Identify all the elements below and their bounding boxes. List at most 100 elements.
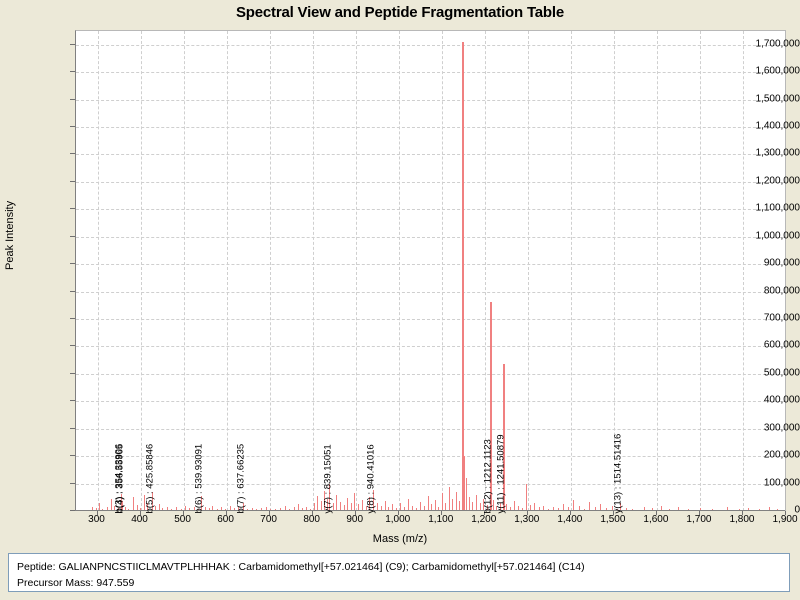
y-axis-tick-mark	[70, 43, 75, 45]
y-axis-tick-mark	[70, 180, 75, 182]
spectrum-peak	[298, 504, 300, 511]
x-axis-tick-label: 1,300	[514, 514, 540, 525]
spectrum-peak	[265, 507, 267, 511]
spectrum-peak	[185, 505, 187, 511]
spectrum-peak	[404, 506, 406, 511]
spectrum-peak	[427, 495, 429, 511]
y-axis-tick-label: 1,000,000	[755, 230, 800, 242]
x-axis-tick-mark	[785, 511, 786, 515]
spectrum-peak	[294, 507, 296, 511]
x-axis-tick-label: 600	[217, 514, 234, 525]
spectrum-peak	[317, 495, 319, 511]
spectrum-peak	[510, 507, 512, 511]
x-axis-label: Mass (m/z)	[372, 533, 428, 545]
spectrum-peak	[204, 506, 206, 511]
spectrum-peak	[376, 502, 378, 511]
gridline-vertical	[527, 31, 529, 511]
y-axis-tick-mark	[70, 345, 75, 347]
spectrum-peak	[548, 508, 550, 511]
x-axis-tick-label: 1,900	[772, 514, 798, 525]
spectrum-peak	[125, 506, 127, 511]
spectrum-peak	[578, 506, 580, 511]
gridline-vertical	[398, 31, 400, 511]
x-axis-tick-mark	[440, 511, 442, 515]
x-axis-tick-mark	[139, 511, 141, 515]
gridline-horizontal	[76, 181, 786, 183]
y-axis-tick-label: 700,000	[763, 312, 800, 324]
spectrum-peak	[486, 504, 488, 511]
gridline-horizontal	[76, 209, 786, 211]
spectrum-peak	[448, 486, 450, 511]
spectrum-peak	[644, 506, 645, 511]
y-axis-tick-label: 1,100,000	[755, 202, 800, 214]
spectrum-peak	[369, 496, 371, 511]
x-axis-tick-mark	[698, 511, 700, 515]
spectrum-peak	[668, 508, 670, 511]
spectrum-peak	[289, 508, 290, 511]
y-axis-label: Peak Intensity	[4, 200, 16, 270]
spectrum-peak	[212, 505, 214, 511]
spectrum-peak	[189, 508, 191, 511]
gridline-horizontal	[76, 127, 786, 128]
spectrum-peak	[619, 502, 621, 511]
gridline-vertical	[613, 31, 615, 511]
spectrum-peak	[420, 501, 422, 511]
spectrum-peak	[229, 506, 231, 511]
gridline-horizontal	[76, 99, 786, 101]
x-axis-tick-mark	[311, 511, 313, 515]
spectrum-peak	[726, 507, 728, 511]
gridline-horizontal	[76, 456, 786, 458]
y-axis-tick-mark	[70, 400, 75, 402]
spectrum-peak	[568, 507, 570, 511]
gridline-vertical	[699, 31, 701, 511]
spectrum-peak	[483, 498, 485, 511]
gridline-vertical	[484, 31, 486, 511]
spectrum-peak	[117, 507, 119, 511]
spectrum-peak	[588, 502, 590, 511]
peak-annotation: b(6) : 539.93091	[193, 443, 205, 514]
x-axis-tick-label: 1,200	[471, 514, 497, 525]
spectrum-peak	[279, 507, 281, 511]
spectrum-peak	[502, 364, 505, 511]
spectrum-peak	[162, 507, 164, 511]
spectrum-peak	[270, 508, 272, 511]
y-axis-tick-mark	[70, 153, 75, 155]
spectrum-peak	[193, 507, 195, 511]
spectrum-peak	[388, 507, 390, 511]
y-axis-tick-label: 500,000	[763, 367, 800, 379]
spectrum-peak	[392, 503, 394, 511]
x-axis-tick-label: 1,000	[385, 514, 411, 525]
spectrum-peak	[128, 508, 130, 511]
gridline-vertical	[742, 31, 744, 511]
gridline-vertical	[183, 31, 185, 511]
y-axis-tick-mark	[70, 372, 75, 374]
spectrum-peak	[424, 506, 426, 511]
spectrum-peak	[499, 502, 501, 511]
x-axis-tick-label: 700	[260, 514, 277, 525]
spectrum-peak	[526, 483, 528, 511]
spectrum-peak	[238, 507, 240, 511]
gridline-horizontal	[76, 346, 786, 348]
spectrum-peak	[496, 506, 498, 511]
x-axis-tick-label: 1,400	[557, 514, 583, 525]
y-axis-tick-label: 1,600,000	[755, 65, 800, 77]
y-axis-tick-mark	[70, 482, 75, 484]
spectrum-peak	[384, 500, 386, 511]
x-axis-tick-mark	[569, 511, 571, 515]
spectrum-peak	[151, 491, 153, 511]
peak-annotation: b(12) : 1212.1123	[482, 439, 494, 514]
spectrum-peak	[431, 504, 433, 511]
y-axis-tick-label: 800,000	[763, 285, 800, 297]
x-axis-tick-label: 1,700	[686, 514, 712, 525]
spectrum-peak	[140, 507, 142, 511]
spectrum-peak	[256, 508, 258, 511]
y-axis-tick-mark	[70, 208, 75, 210]
peptide-info-panel: Peptide: GALIANPNCSTIICLMAVTPLHHHAK : Ca…	[8, 553, 790, 592]
spectrum-peak	[216, 508, 218, 511]
spectrum-peak	[133, 496, 135, 511]
x-axis-tick-mark	[354, 511, 356, 515]
gridline-horizontal	[76, 72, 786, 74]
spectrum-peak	[517, 505, 519, 511]
spectrum-peak	[631, 508, 633, 511]
gridline-vertical	[656, 31, 658, 511]
